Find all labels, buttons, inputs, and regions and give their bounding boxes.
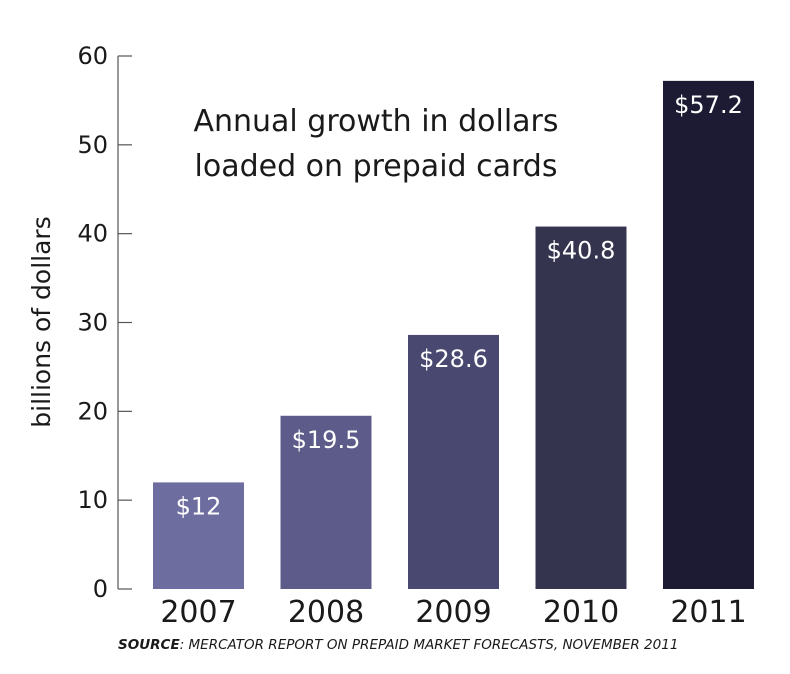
y-tick-label: 30 [77,309,108,337]
y-axis-label: billions of dollars [27,216,56,428]
chart-title-line-2: loaded on prepaid cards [195,149,558,184]
data-label-2011: $57.2 [674,91,743,119]
x-tick-label-2011: 2011 [670,595,746,630]
source-text: : MERCATOR REPORT ON PREPAID MARKET FORE… [179,637,679,653]
bar-2009 [408,334,499,589]
chart-title: Annual growth in dollars loaded on prepa… [193,104,558,184]
bars-group: $12 $19.5 $28.6 $40.8 $57.2 [153,80,754,589]
data-label-2008: $19.5 [292,426,361,454]
y-tick-label: 50 [77,131,108,159]
data-label-2007: $12 [176,492,222,520]
y-tick-label: 40 [77,220,108,248]
source-note: SOURCE: MERCATOR REPORT ON PREPAID MARKE… [118,637,678,653]
x-tick-label-2010: 2010 [543,595,619,630]
x-tick-label-2009: 2009 [415,595,491,630]
y-axis: 0 10 20 30 40 50 60 [77,42,132,603]
bar-2007 [153,482,244,589]
y-tick-label: 20 [77,397,108,425]
chart-title-line-1: Annual growth in dollars [193,104,558,139]
x-tick-label-2008: 2008 [288,595,364,630]
bar-2008 [280,415,372,589]
x-tick-label-2007: 2007 [160,595,236,630]
bar-2010 [535,226,627,589]
y-tick-label: 0 [93,575,108,603]
x-axis-labels: 2007 2008 2009 2010 2011 [160,595,746,630]
data-label-2009: $28.6 [419,345,488,373]
data-label-2010: $40.8 [547,237,616,265]
source-prefix: SOURCE [118,637,180,653]
y-tick-label: 10 [77,486,108,514]
y-tick-label: 60 [77,42,108,70]
bar-2011 [663,80,754,589]
